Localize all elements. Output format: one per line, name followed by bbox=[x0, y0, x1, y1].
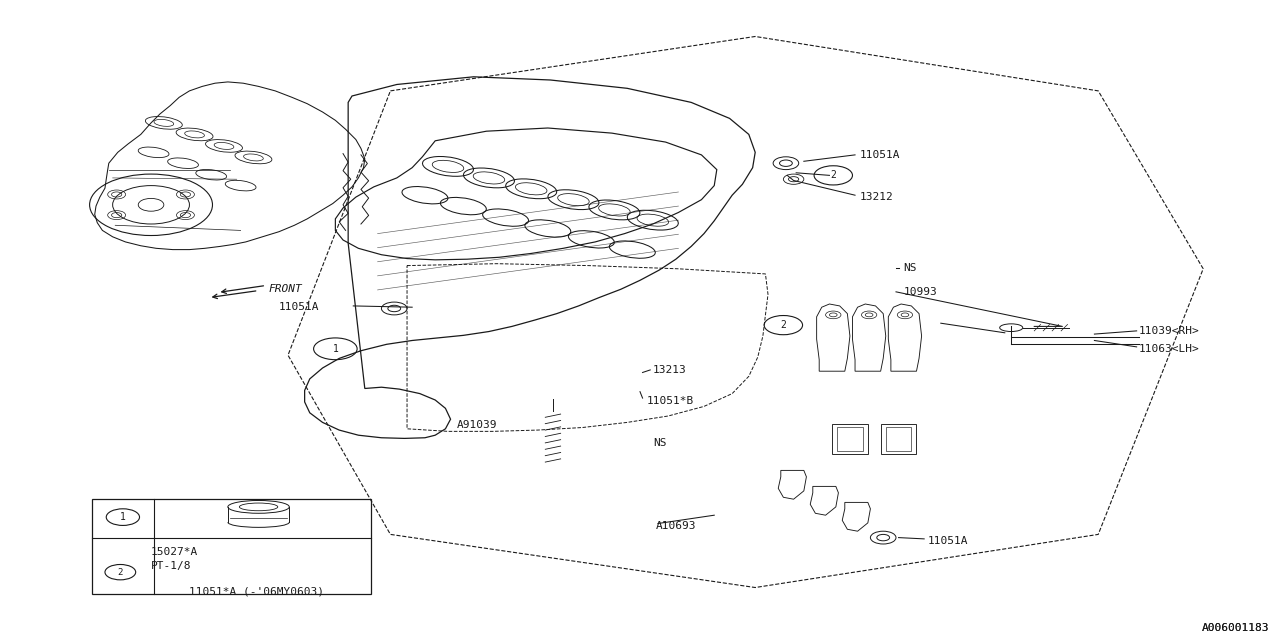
Text: 11063<LH>: 11063<LH> bbox=[1139, 344, 1199, 354]
Text: A006001183: A006001183 bbox=[1202, 623, 1270, 634]
Text: 11051*A (-'06MY0603): 11051*A (-'06MY0603) bbox=[189, 586, 324, 596]
Text: NS: NS bbox=[653, 438, 667, 448]
Text: 11039<RH>: 11039<RH> bbox=[1139, 326, 1199, 336]
Bar bbox=[881, 424, 916, 454]
Text: 2: 2 bbox=[118, 568, 123, 577]
Text: 13213: 13213 bbox=[653, 365, 686, 375]
Text: 11051A: 11051A bbox=[279, 302, 320, 312]
Text: A91039: A91039 bbox=[457, 420, 498, 430]
Text: 2: 2 bbox=[831, 170, 836, 180]
Bar bbox=[886, 427, 911, 451]
Text: A006001183: A006001183 bbox=[1202, 623, 1270, 634]
Text: A10693: A10693 bbox=[655, 521, 696, 531]
Text: FRONT: FRONT bbox=[269, 284, 302, 294]
Text: 10993: 10993 bbox=[904, 287, 937, 298]
Bar bbox=[92, 499, 371, 594]
Bar bbox=[837, 427, 863, 451]
Text: PT-1/8: PT-1/8 bbox=[151, 561, 192, 572]
Text: 11051A: 11051A bbox=[860, 150, 901, 160]
Text: 13212: 13212 bbox=[860, 192, 893, 202]
Text: 11051A: 11051A bbox=[928, 536, 969, 546]
Text: 1: 1 bbox=[120, 512, 125, 522]
Text: NS: NS bbox=[904, 262, 918, 273]
Text: 11051*B: 11051*B bbox=[646, 396, 694, 406]
Text: 15027*A: 15027*A bbox=[151, 547, 198, 557]
Text: 2: 2 bbox=[781, 320, 786, 330]
Bar bbox=[832, 424, 868, 454]
Text: 1: 1 bbox=[333, 344, 338, 354]
